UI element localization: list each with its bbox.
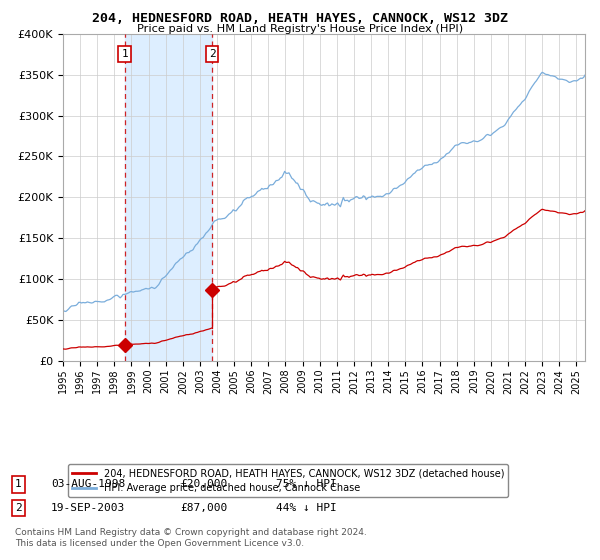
Text: 19-SEP-2003: 19-SEP-2003 bbox=[51, 503, 125, 513]
Text: 1: 1 bbox=[121, 49, 128, 59]
Text: 03-AUG-1998: 03-AUG-1998 bbox=[51, 479, 125, 489]
Text: 2: 2 bbox=[209, 49, 215, 59]
Text: 44% ↓ HPI: 44% ↓ HPI bbox=[276, 503, 337, 513]
Text: 204, HEDNESFORD ROAD, HEATH HAYES, CANNOCK, WS12 3DZ: 204, HEDNESFORD ROAD, HEATH HAYES, CANNO… bbox=[92, 12, 508, 25]
Legend: 204, HEDNESFORD ROAD, HEATH HAYES, CANNOCK, WS12 3DZ (detached house), HPI: Aver: 204, HEDNESFORD ROAD, HEATH HAYES, CANNO… bbox=[68, 464, 508, 497]
Bar bbox=[125, 34, 212, 361]
Text: 75% ↓ HPI: 75% ↓ HPI bbox=[276, 479, 337, 489]
Text: £20,000: £20,000 bbox=[180, 479, 227, 489]
Text: Contains HM Land Registry data © Crown copyright and database right 2024.
This d: Contains HM Land Registry data © Crown c… bbox=[15, 528, 367, 548]
Text: £87,000: £87,000 bbox=[180, 503, 227, 513]
Text: Price paid vs. HM Land Registry's House Price Index (HPI): Price paid vs. HM Land Registry's House … bbox=[137, 24, 463, 34]
Text: 2: 2 bbox=[15, 503, 22, 513]
Text: 1: 1 bbox=[15, 479, 22, 489]
